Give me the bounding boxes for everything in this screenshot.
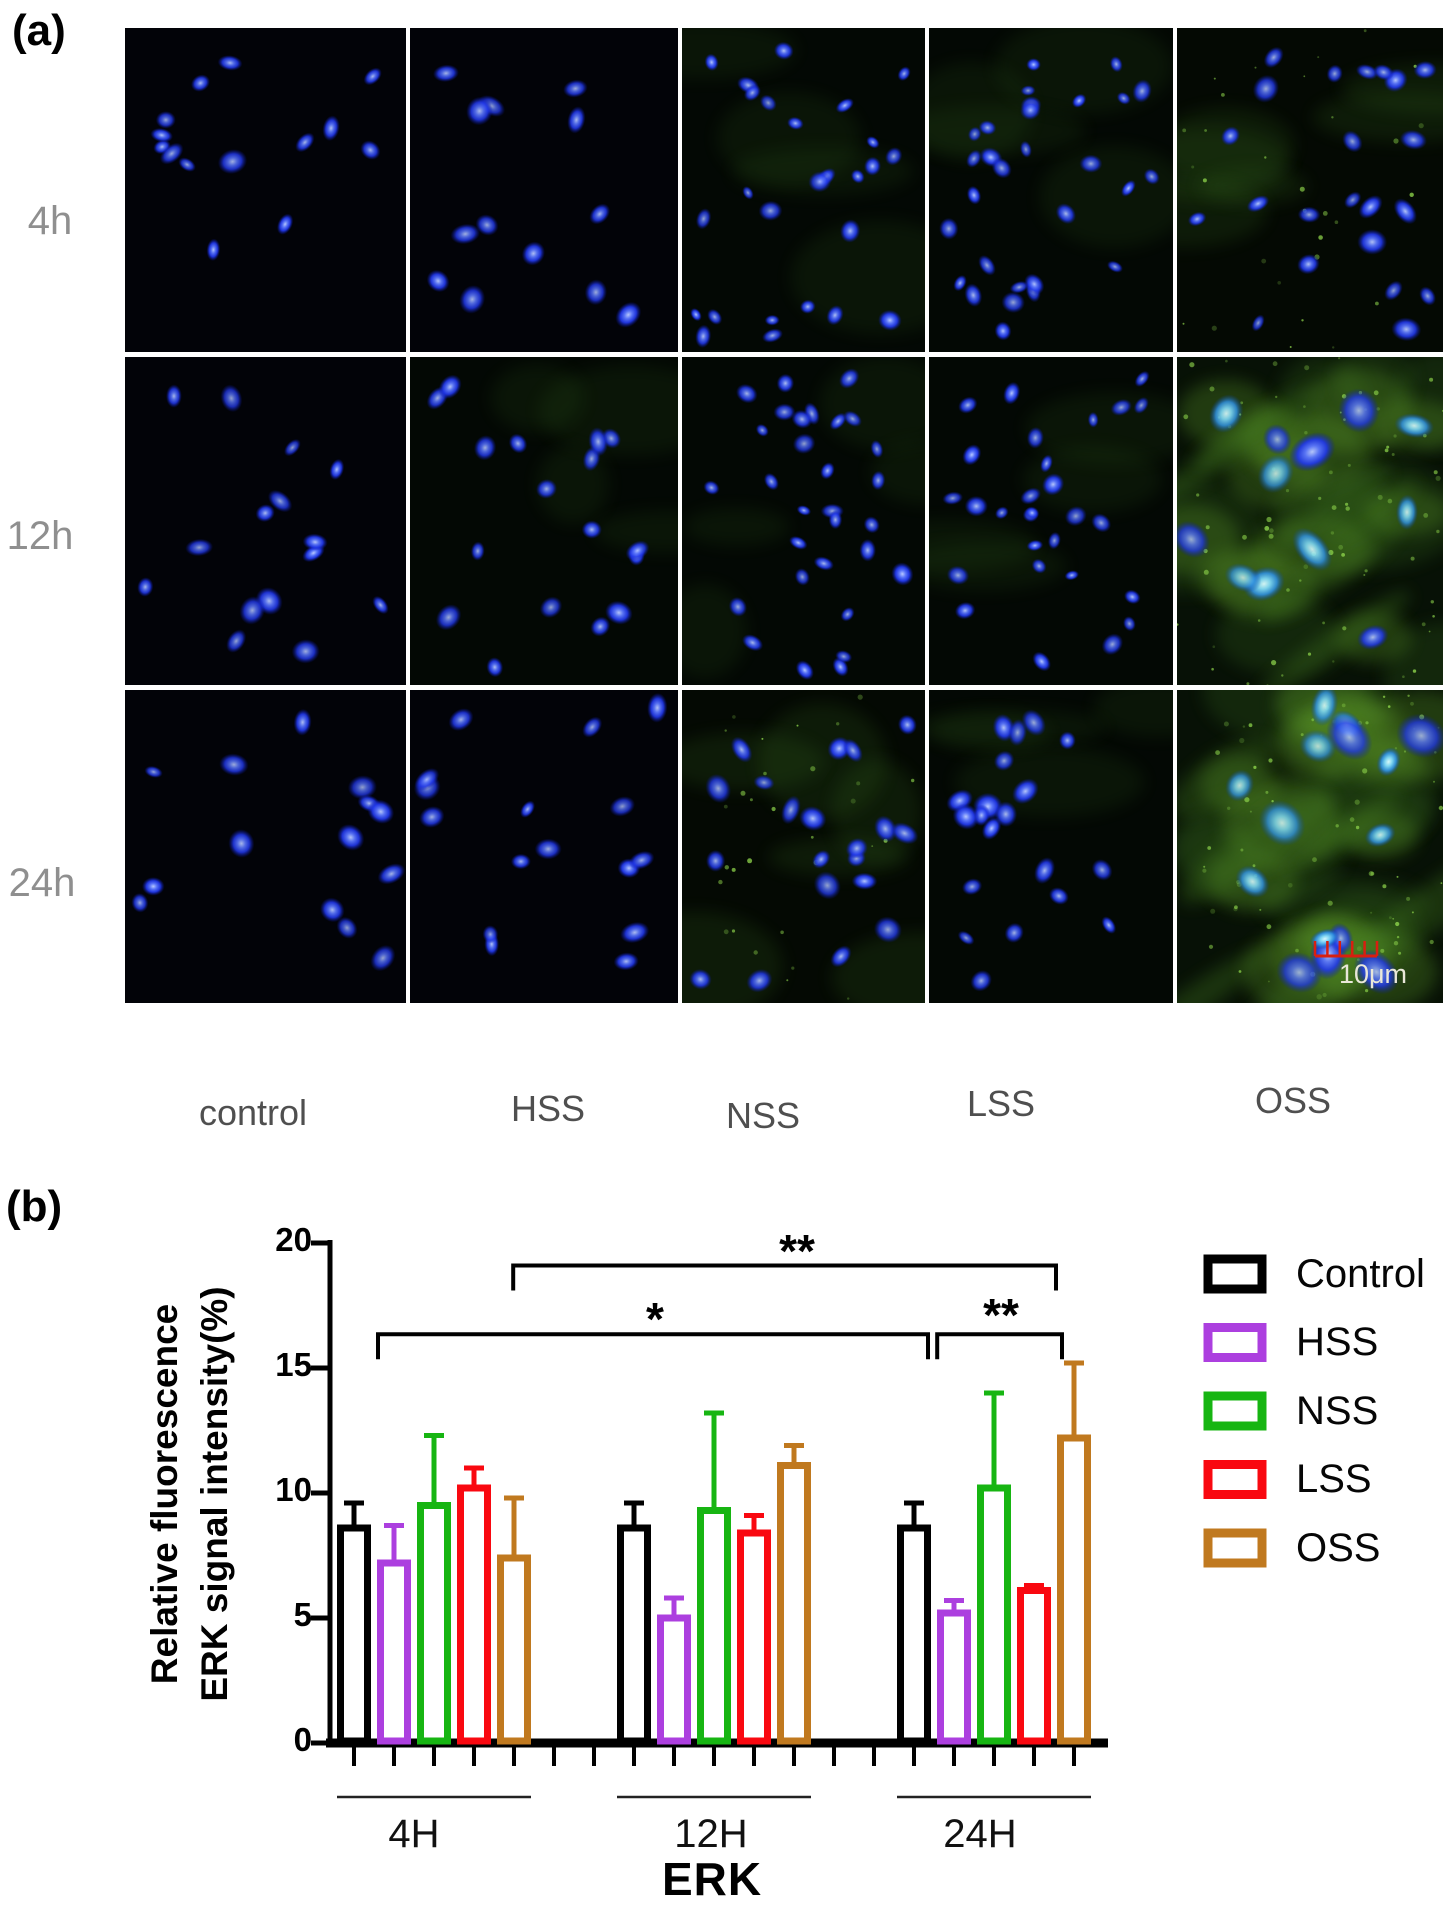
bar-HSS-4H [377,1523,411,1745]
micrograph-24h-OSS [1177,690,1443,1003]
scale-bar [1313,941,1379,958]
group-label-24h: 24H [943,1812,1017,1856]
micrograph-24h-HSS [410,690,678,1003]
micrograph-12h-OSS [1177,357,1443,685]
micrograph-12h-HSS [410,357,678,685]
bar-NSS-12H [697,1410,731,1745]
col-label-nss: NSS [725,1095,801,1136]
row-label-24h: 24h [8,861,76,905]
legend-marker-HSS [1203,1323,1267,1362]
legend-label-control: Control [1296,1252,1425,1296]
y-axis-title: Relative fluorescence ERK signal intensi… [140,1214,244,1774]
micrograph-4h-control [125,28,406,352]
legend-label-oss: OSS [1296,1526,1381,1570]
col-label-oss: OSS [1254,1080,1332,1121]
micrograph-4h-HSS [410,28,678,352]
x-axis-title: ERK [661,1853,763,1905]
legend-label-lss: LSS [1296,1457,1372,1501]
bar-Control-24H [897,1500,931,1745]
ytick-20: 20 [275,1221,312,1258]
col-label-control: control [198,1092,308,1133]
bar-LSS-24H [1017,1583,1051,1745]
micrograph-24h-LSS [929,690,1173,1003]
bar-LSS-12H [737,1513,771,1745]
micrograph-12h-control [125,357,406,685]
micrograph-12h-NSS [682,357,925,685]
ytick-5: 5 [293,1596,312,1633]
bar-OSS-24H [1057,1360,1091,1745]
bar-Control-4H [337,1500,371,1745]
significance-bracket-3 [935,1332,1064,1360]
panel-b-label: (b) [6,1182,63,1231]
significance-label-2: * [646,1293,664,1345]
micrograph-24h-NSS [682,690,925,1003]
legend-marker-LSS [1203,1460,1267,1499]
significance-label-1: ** [779,1225,815,1277]
ytick-10: 10 [275,1471,312,1508]
bar-OSS-4H [497,1495,531,1745]
bar-HSS-24H [937,1598,971,1745]
bar-NSS-4H [417,1433,451,1745]
bar-NSS-24H [977,1390,1011,1745]
micrograph-4h-OSS [1177,28,1443,352]
bar-HSS-12H [657,1595,691,1745]
bar-OSS-12H [777,1443,811,1745]
micrograph-24h-control [125,690,406,1003]
ytick-15: 15 [275,1346,312,1383]
bar-LSS-4H [457,1465,491,1745]
ytick-0: 0 [293,1721,312,1758]
group-label-12h: 12H [674,1812,748,1856]
legend-marker-Control [1203,1254,1267,1294]
micrograph-12h-LSS [929,357,1173,685]
scale-bar-label: 10μm [1338,959,1408,989]
row-label-4h: 4h [27,199,73,243]
panel-a-label: (a) [12,6,66,55]
legend-label-hss: HSS [1296,1320,1379,1364]
legend-marker-OSS [1203,1528,1267,1568]
col-label-hss: HSS [510,1088,586,1129]
col-label-lss: LSS [966,1083,1036,1124]
significance-bracket-2 [376,1332,930,1360]
significance-label-3: ** [983,1289,1019,1341]
legend-marker-NSS [1203,1391,1267,1431]
y-axis-title-line2: ERK signal intensity(%) [194,1286,235,1702]
significance-bracket-1 [511,1263,1058,1291]
bar-Control-12H [617,1500,651,1745]
y-axis-title-line1: Relative fluorescence [144,1303,185,1685]
legend-label-nss: NSS [1296,1389,1379,1433]
micrograph-4h-LSS [929,28,1173,352]
micrograph-4h-NSS [682,28,925,352]
row-label-12h: 12h [6,514,74,558]
group-label-4h: 4H [388,1812,440,1856]
